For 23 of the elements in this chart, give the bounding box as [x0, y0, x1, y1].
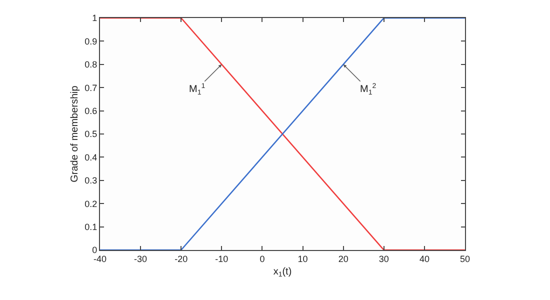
y-tick-label: 0.7 — [84, 82, 98, 93]
y-axis-title: Grade of membership — [70, 85, 81, 182]
x-tick-label: -20 — [174, 254, 188, 264]
x-tick-label: 20 — [338, 254, 348, 264]
y-tick-label: 0.5 — [84, 129, 98, 140]
y-tick-label: 0.1 — [84, 222, 98, 232]
x-tick-label: 50 — [460, 254, 470, 264]
x-tick-label: -30 — [134, 254, 148, 264]
x-tick-label: 0 — [260, 254, 265, 264]
x-tick-label: -40 — [93, 254, 107, 264]
y-tick-label: 0.6 — [84, 106, 98, 116]
y-tick-label: 0 — [92, 245, 98, 256]
x-axis-title: x$_{1}$(t) — [273, 266, 292, 278]
y-tick-label: 0.4 — [84, 152, 98, 162]
y-tick-label: 0.8 — [84, 60, 98, 70]
x-tick-label: 10 — [298, 254, 308, 264]
x-tick-label: 40 — [419, 254, 430, 264]
y-tick-label: 0.9 — [84, 36, 98, 46]
y-tick-label: 0.2 — [84, 198, 98, 209]
y-tick-label: 0.3 — [84, 176, 98, 186]
x-tick-label: 30 — [378, 254, 389, 264]
x-tick-label: -10 — [215, 254, 228, 264]
y-tick-label: 1 — [92, 13, 98, 24]
